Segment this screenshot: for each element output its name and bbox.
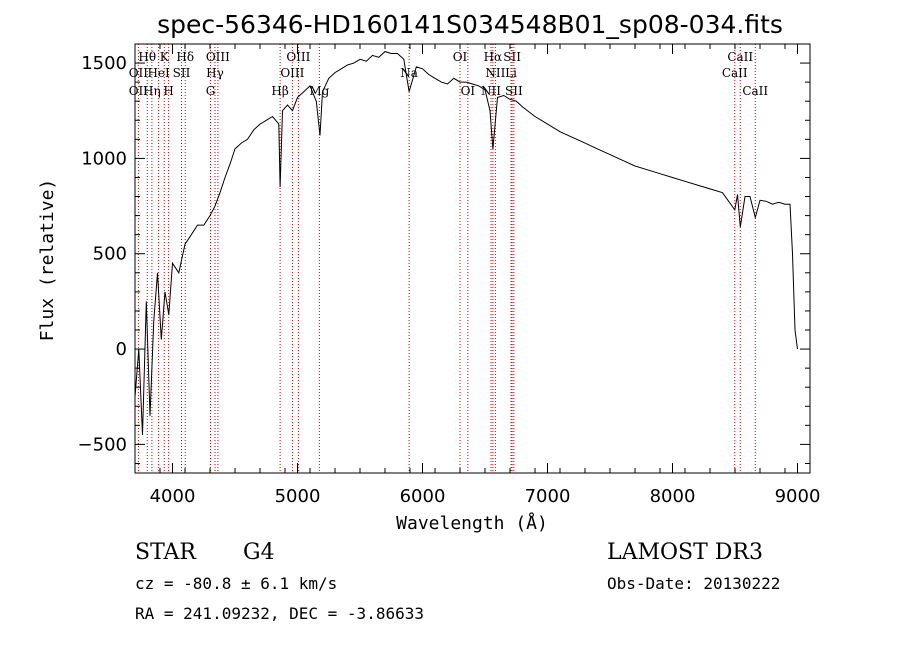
x-tick-label: 8000 (650, 486, 696, 507)
spectral-line-label: SII (505, 84, 523, 98)
x-tick-label: 5000 (275, 486, 321, 507)
spectral-line-label: OIII (280, 66, 304, 80)
spectral-line-label: OIII (286, 50, 310, 64)
spectral-line-label: HeI (147, 66, 170, 80)
spectral-line-label: CaII (742, 84, 768, 98)
spectral-line-label: Hα (484, 50, 503, 64)
spectral-line-label: SII (173, 66, 191, 80)
y-tick-label: 0 (116, 339, 127, 360)
spectral-line-label: Hθ (138, 50, 156, 64)
spectral-line-label: Hδ (176, 50, 194, 64)
spectral-line-label: Hη (143, 84, 161, 98)
redshift-text: cz = -80.8 ± 6.1 km/s (135, 574, 338, 593)
y-tick-label: 1500 (81, 53, 127, 74)
spectral-line-label: H (163, 84, 173, 98)
spectral-line-label: CaII (727, 50, 753, 64)
obs-date-text: Obs-Date: 20130222 (607, 574, 781, 593)
x-tick-label: 4000 (150, 486, 196, 507)
y-tick-label: −500 (78, 434, 127, 455)
survey-label: LAMOST DR3 (607, 540, 763, 565)
y-tick-label: 500 (93, 244, 127, 265)
spectral-line-label: Na (400, 66, 418, 80)
x-tick-label: 6000 (400, 486, 446, 507)
chart-title: spec-56346-HD160141S034548B01_sp08-034.f… (157, 10, 783, 39)
axis-ticks: 4000 5000 6000 7000 8000 9000 −500 0 500 1000 1500 (78, 43, 821, 507)
spectral-line-label: OI (453, 50, 468, 64)
spectral-line-label: SII (503, 50, 521, 64)
classification-label: STAR (135, 540, 196, 565)
spectral-line-label: OII (129, 66, 149, 80)
spectral-line-label: OI (461, 84, 476, 98)
x-tick-label: 7000 (525, 486, 571, 507)
spectral-line-label: Li (505, 66, 517, 80)
spectral-line-label: K (160, 50, 170, 64)
spectral-line-label: OII (129, 84, 149, 98)
spectral-line-label: Hβ (271, 84, 288, 98)
spectral-line-label: OIII (206, 50, 230, 64)
x-axis-label: Wavelength (Å) (396, 512, 548, 534)
spectral-line-label: G (206, 84, 216, 98)
subclass-label: G4 (243, 540, 275, 565)
spectral-line-label: NII (485, 66, 505, 80)
spectral-line-markers (137, 44, 756, 473)
y-axis-label: Flux (relative) (37, 179, 58, 342)
coordinates-text: RA = 241.09232, DEC = -3.86633 (135, 604, 424, 623)
y-tick-label: 1000 (81, 148, 127, 169)
flux-series-line (134, 51, 798, 435)
spectral-line-label: CaII (722, 66, 748, 80)
spectral-line-label: Hγ (206, 66, 224, 80)
plot-frame (134, 43, 811, 474)
spectral-line-label: NII (481, 84, 501, 98)
x-tick-label: 9000 (775, 486, 821, 507)
